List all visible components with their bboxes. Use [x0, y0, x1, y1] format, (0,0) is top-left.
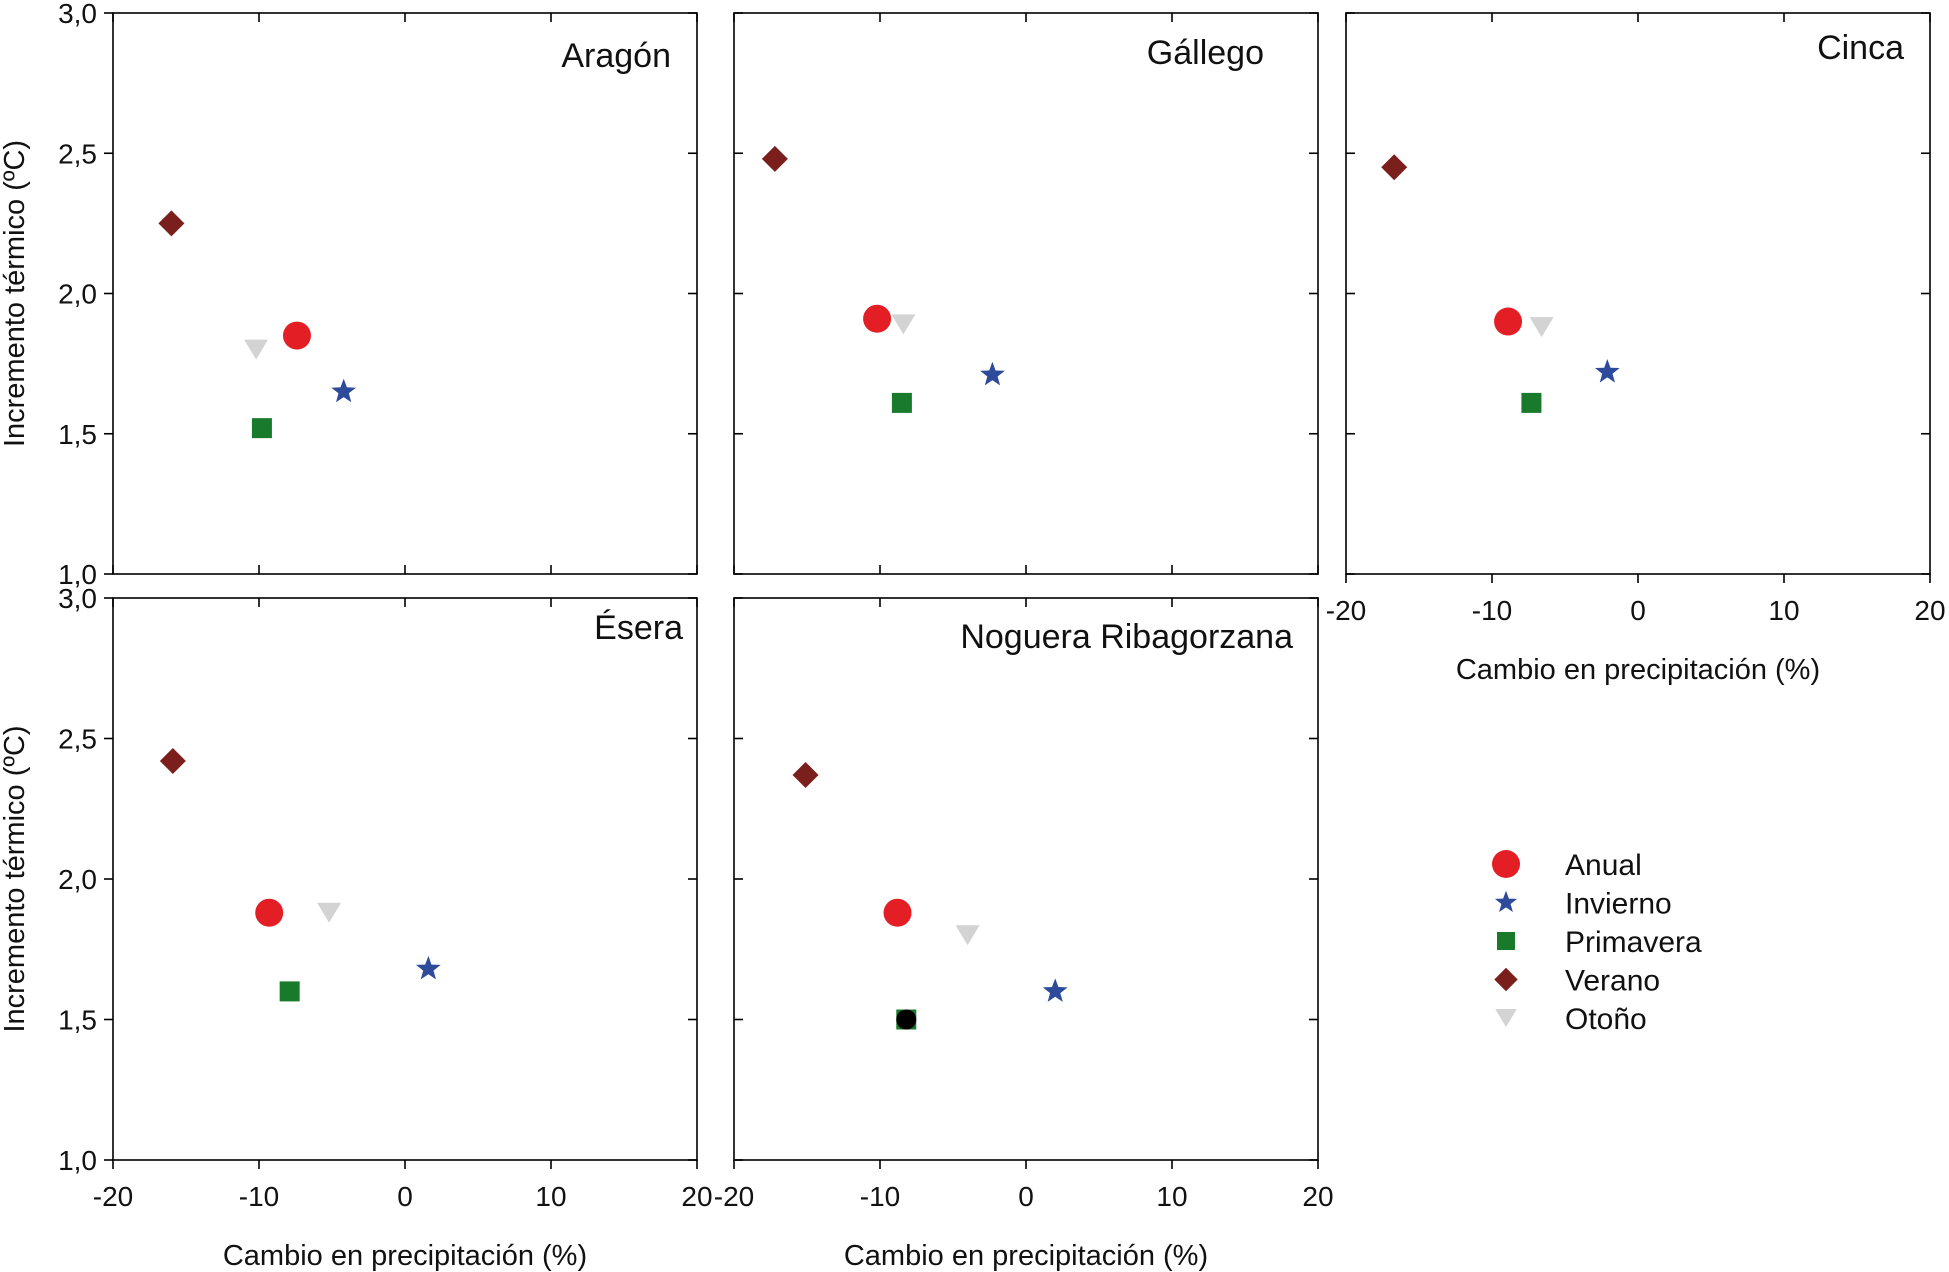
y-tick-label: 1,5	[58, 1005, 97, 1036]
legend-marker-primavera	[1497, 932, 1515, 950]
point-anual	[282, 321, 311, 350]
x-tick-label: 10	[535, 1181, 566, 1212]
y-tick-label: 2,0	[58, 279, 97, 310]
x-tick-label: -10	[1472, 595, 1512, 626]
y-tick-label: 1,0	[58, 559, 97, 590]
point-verano	[792, 762, 819, 789]
x-tick-label: -20	[714, 1181, 754, 1212]
point-invierno	[331, 378, 356, 403]
x-axis-label: Cambio en precipitación (%)	[844, 1240, 1208, 1272]
x-tick-label: -20	[1326, 595, 1366, 626]
legend-marker-anual	[1492, 850, 1520, 878]
plot-frame	[733, 597, 1319, 1161]
point-otono	[955, 925, 980, 946]
plot-frame	[112, 12, 698, 575]
point-primavera	[279, 981, 300, 1002]
plot-frame	[112, 597, 698, 1161]
plot-frame	[733, 12, 1319, 575]
point-anual	[863, 304, 892, 333]
y-tick-label: 3,0	[58, 0, 97, 29]
point-invierno	[416, 955, 441, 980]
panel-title: Noguera Ribagorzana	[960, 618, 1293, 656]
x-tick-label: -10	[860, 1181, 900, 1212]
x-tick-label: 20	[681, 1181, 712, 1212]
y-tick-label: 3,0	[58, 583, 97, 614]
point-anual	[883, 898, 912, 927]
panel-title: Gállego	[1147, 34, 1264, 72]
y-tick-label: 2,5	[58, 138, 97, 169]
legend: Anual Invierno Primavera Verano Otoño	[1492, 849, 1702, 1036]
point-verano	[1381, 154, 1408, 181]
point-otono	[317, 902, 342, 923]
panel-esera: 1,0 1,5 2,0 2,5 3,0 -20 -10 0 10 20 Ésera Cambio en…	[0, 583, 713, 1272]
legend-label: Verano	[1565, 965, 1660, 998]
legend-label: Primavera	[1565, 926, 1702, 959]
point-anual	[1494, 307, 1523, 336]
x-axis-label: Cambio en precipitación (%)	[223, 1240, 587, 1272]
point-invierno	[1595, 359, 1620, 383]
point-primavera	[1521, 392, 1542, 413]
x-tick-label: 10	[1156, 1181, 1187, 1212]
x-tick-label: 10	[1768, 595, 1799, 626]
x-tick-label: 0	[1018, 1181, 1034, 1212]
legend-label: Anual	[1565, 849, 1642, 882]
point-verano	[159, 747, 186, 774]
point-invierno	[980, 361, 1005, 386]
panel-aragon: 1,0 1,5 2,0 2,5 3,0 Aragón Incremento térmico …	[0, 0, 698, 590]
point-otono	[244, 339, 269, 360]
overlap-dot-marker	[896, 1009, 917, 1030]
legend-label: Invierno	[1565, 888, 1672, 921]
point-anual	[255, 898, 284, 927]
point-verano	[158, 210, 185, 237]
y-tick-label: 2,0	[58, 864, 97, 895]
x-tick-label: 20	[1914, 595, 1945, 626]
point-otono	[1529, 317, 1554, 338]
x-axis-label: Cambio en precipitación (%)	[1456, 654, 1820, 686]
point-primavera	[251, 418, 272, 439]
point-primavera	[891, 392, 912, 413]
panel-gallego: Gállego	[733, 12, 1319, 575]
y-axis-label: Incremento térmico (ºC)	[0, 725, 31, 1032]
x-tick-label: -20	[93, 1181, 133, 1212]
y-axis-label: Incremento térmico (ºC)	[0, 140, 31, 447]
x-tick-label: -10	[239, 1181, 279, 1212]
panel-title: Cinca	[1817, 29, 1904, 67]
point-otono	[891, 314, 916, 335]
x-tick-label: 0	[1630, 595, 1646, 626]
y-tick-label: 2,5	[58, 724, 97, 755]
plot-frame	[1345, 12, 1931, 575]
panel-cinca: -20 -10 0 10 20 Cinca Cambio en precipitación …	[1326, 12, 1946, 686]
y-tick-label: 1,5	[58, 419, 97, 450]
panel-title: Ésera	[594, 609, 683, 647]
legend-marker-verano	[1494, 967, 1518, 992]
legend-marker-otono	[1495, 1009, 1517, 1027]
x-tick-label: 20	[1302, 1181, 1333, 1212]
point-verano	[761, 145, 788, 172]
legend-label: Otoño	[1565, 1003, 1647, 1036]
x-tick-label: 0	[397, 1181, 413, 1212]
point-invierno	[1042, 978, 1068, 1002]
panel-noguera-ribagorzana: -20 -10 0 10 20 Noguera Ribagorzana Cambio en …	[714, 597, 1334, 1272]
panel-title: Aragón	[561, 37, 671, 75]
legend-marker-invierno	[1494, 890, 1518, 912]
y-tick-label: 1,0	[58, 1145, 97, 1176]
